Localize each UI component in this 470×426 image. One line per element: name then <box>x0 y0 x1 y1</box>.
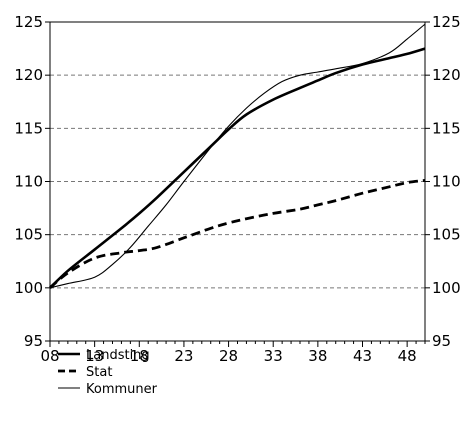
grid-lines <box>50 74 425 289</box>
y-tick-label-right: 100 <box>432 279 461 297</box>
x-tick-label: 38 <box>308 347 327 365</box>
y-tick-label-right: 120 <box>432 66 461 84</box>
y-tick-label-right: 125 <box>432 13 461 31</box>
x-tick-label: 13 <box>85 347 104 365</box>
y-tick-label-left: 110 <box>14 173 43 191</box>
legend-label-landsting: Landsting <box>86 348 150 363</box>
x-tick-label: 48 <box>398 347 417 365</box>
x-tick-label: 28 <box>219 347 238 365</box>
y-tick-label-right: 95 <box>432 332 451 350</box>
y-tick-label-left: 125 <box>14 13 43 31</box>
series-lines <box>49 23 426 289</box>
y-tick-label-left: 95 <box>24 332 43 350</box>
y-tick-label-left: 105 <box>14 226 43 244</box>
y-axis-right: 95 100 105 110 115 120 125 <box>425 13 461 350</box>
series-line-kommuner <box>49 23 426 289</box>
y-tick-label-right: 110 <box>432 173 461 191</box>
x-tick-label: 33 <box>264 347 283 365</box>
legend: Landsting Stat Kommuner <box>58 348 158 397</box>
y-tick-label-left: 120 <box>14 66 43 84</box>
y-axis-left: 95 100 105 110 115 120 125 <box>14 13 50 350</box>
y-tick-label-right: 105 <box>432 226 461 244</box>
plot-frame <box>49 21 426 342</box>
legend-label-kommuner: Kommuner <box>86 382 158 397</box>
x-tick-label: 43 <box>353 347 372 365</box>
legend-label-stat: Stat <box>86 365 112 380</box>
x-tick-label: 08 <box>40 347 59 365</box>
x-tick-label: 18 <box>130 347 149 365</box>
series-line-landsting <box>49 47 426 289</box>
y-tick-label-left: 115 <box>14 119 43 137</box>
series-line-stat <box>49 179 426 289</box>
y-tick-label-right: 115 <box>432 119 461 137</box>
y-tick-label-left: 100 <box>14 279 43 297</box>
x-tick-label: 23 <box>174 347 193 365</box>
